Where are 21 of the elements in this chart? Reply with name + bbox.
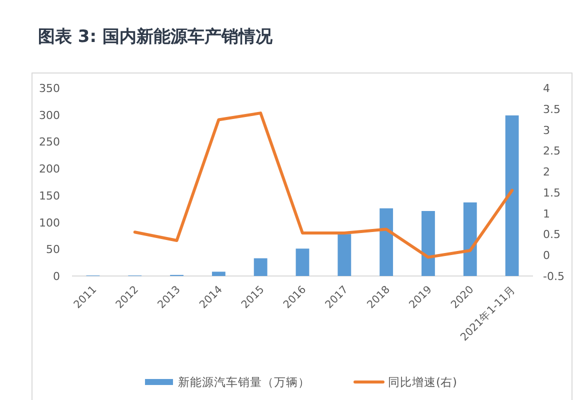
y2-tick-label: 3.5 xyxy=(543,102,560,116)
y-tick-label: 50 xyxy=(46,243,60,256)
y-tick-label: 300 xyxy=(39,108,60,122)
legend-label: 同比增速(右) xyxy=(388,375,457,389)
y-tick-label: 0 xyxy=(53,270,60,283)
y-tick-label: 250 xyxy=(39,136,60,149)
y2-tick-label: 2 xyxy=(543,166,550,179)
y2-tick-label: -0.5 xyxy=(543,270,564,283)
y2-tick-label: 3 xyxy=(543,124,550,137)
y-tick-label: 200 xyxy=(39,162,60,176)
legend-label: 新能源汽车销量（万辆） xyxy=(178,375,310,389)
y2-tick-label: 0.5 xyxy=(543,228,560,242)
y2-tick-label: 1 xyxy=(543,207,550,220)
y-tick-label: 350 xyxy=(39,82,60,95)
y-tick-label: 150 xyxy=(39,189,60,202)
y2-tick-label: 0 xyxy=(543,249,550,262)
title: 图表 3: 国内新能源车产销情况 xyxy=(38,27,272,47)
y-tick-label: 100 xyxy=(39,216,60,230)
y2-tick-label: 2.5 xyxy=(543,144,560,158)
y2-tick-label: 1.5 xyxy=(543,186,560,200)
y2-tick-label: 4 xyxy=(543,82,550,95)
